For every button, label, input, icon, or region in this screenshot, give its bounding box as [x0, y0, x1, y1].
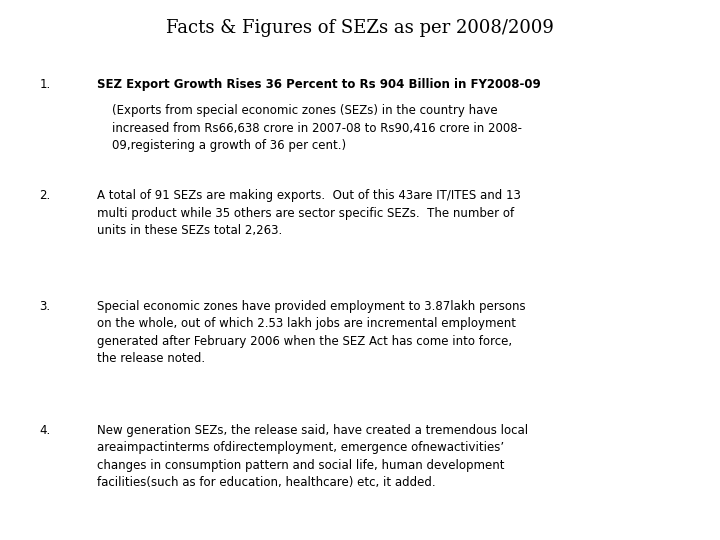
- Text: New generation SEZs, the release said, have created a tremendous local
areaimpac: New generation SEZs, the release said, h…: [97, 424, 528, 489]
- Text: Special economic zones have provided employment to 3.87lakh persons
on the whole: Special economic zones have provided emp…: [97, 300, 526, 365]
- Text: 4.: 4.: [40, 424, 51, 437]
- Text: 2.: 2.: [40, 189, 51, 202]
- Text: Facts & Figures of SEZs as per 2008/2009: Facts & Figures of SEZs as per 2008/2009: [166, 19, 554, 37]
- Text: A total of 91 SEZs are making exports.  Out of this 43are IT/ITES and 13
multi p: A total of 91 SEZs are making exports. O…: [97, 189, 521, 237]
- Text: 1.: 1.: [40, 78, 51, 91]
- Text: (Exports from special economic zones (SEZs) in the country have
    increased fr: (Exports from special economic zones (SE…: [97, 104, 522, 152]
- Text: SEZ Export Growth Rises 36 Percent to Rs 904 Billion in FY2008-09: SEZ Export Growth Rises 36 Percent to Rs…: [97, 78, 541, 91]
- Text: 3.: 3.: [40, 300, 50, 313]
